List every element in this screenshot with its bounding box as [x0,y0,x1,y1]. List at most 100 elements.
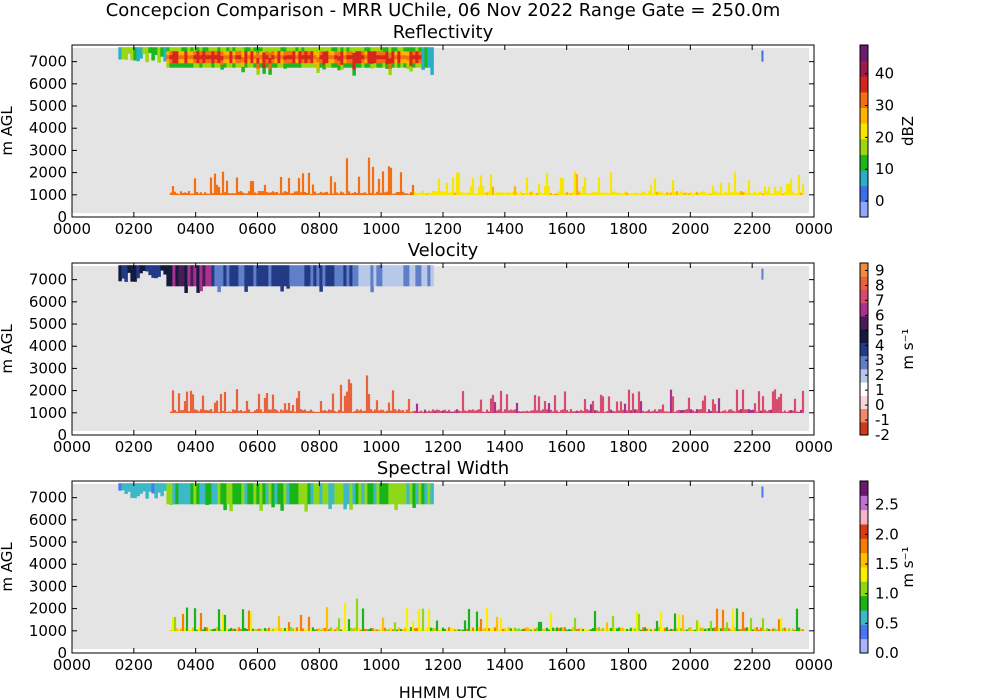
reflectivity-cell [693,192,697,196]
velocity-cell [533,395,537,414]
velocity-cell [443,409,447,414]
spectral-width-cell [299,614,303,632]
spectral-width-cell [503,628,507,632]
reflectivity-cell [373,47,377,52]
spectral-width-right-margin [809,481,814,653]
spectral-width-cell [579,627,583,632]
velocity-cell [265,265,269,287]
reflectivity-cell [244,55,248,60]
reflectivity-cell [557,191,561,196]
reflectivity-cell [211,63,215,68]
velocity-cell [421,265,425,287]
reflectivity-cell [151,47,155,51]
velocity-cell [181,409,185,414]
spectral-width-cell [723,627,727,632]
spectral-width-cell [797,627,801,632]
reflectivity-cell [185,192,189,196]
spectral-width-cell [473,629,477,632]
spectral-width-cell [208,483,212,505]
reflectivity-cell [394,55,398,60]
reflectivity-cell [226,47,230,52]
spectral-width-cell [292,483,296,505]
reflectivity-cell [289,63,293,68]
reflectivity-cell [178,59,182,64]
spectral-width-cell [795,608,799,632]
reflectivity-cell [382,59,386,64]
reflectivity-cell [169,192,173,196]
reflectivity-cell [256,68,260,75]
reflectivity-cell [313,47,317,52]
spectral-width-x-tick-label: 0000 [53,656,91,674]
spectral-width-cell [775,629,779,632]
reflectivity-cell [430,47,434,54]
reflectivity-cell [615,192,619,196]
reflectivity-cell [387,166,391,196]
spectral-width-cell [607,628,611,632]
spectral-width-cell [229,627,233,632]
spectral-width-colorbar-segment [860,552,868,568]
reflectivity-cell [409,61,413,67]
spectral-width-cell [220,483,224,505]
reflectivity-cell [385,64,389,69]
reflectivity-cell [475,193,479,196]
reflectivity-cell [202,51,206,56]
reflectivity-cell [415,47,419,52]
reflectivity-cell [343,47,347,52]
spectral-width-cell [118,483,122,491]
velocity-cell [244,265,248,292]
reflectivity-cell [241,192,245,196]
reflectivity-cell [352,52,356,59]
reflectivity-cell [529,191,533,196]
velocity-cell [231,409,235,414]
spectral-width-cell [235,483,239,505]
reflectivity-cell [130,47,134,51]
spectral-width-cell [160,483,164,497]
reflectivity-cell [298,59,302,64]
spectral-width-cell [467,608,471,632]
reflectivity-cell [239,191,243,196]
reflectivity-cell [196,63,200,68]
reflectivity-cell [235,63,239,68]
spectral-width-cell [367,629,371,632]
velocity-cell [280,265,284,292]
reflectivity-cell [235,177,239,196]
velocity-cell [345,391,349,414]
spectral-width-cell [370,483,374,505]
reflectivity-cell [217,186,221,196]
velocity-cell [435,409,439,414]
reflectivity-cell [373,59,377,64]
reflectivity-cell [193,47,197,52]
reflectivity-cell [328,55,332,60]
reflectivity-cell [181,55,185,60]
reflectivity-cell [208,59,212,64]
reflectivity-cell [601,192,605,196]
spectral-width-cell [633,628,637,632]
reflectivity-cell [430,68,434,75]
reflectivity-cell [491,186,495,196]
velocity-cell [367,394,371,414]
reflectivity-cell [663,193,667,196]
reflectivity-cell [394,47,398,52]
velocity-cell [185,391,189,414]
spectral-width-cell [779,618,783,632]
reflectivity-colorbar-segment [860,138,868,155]
reflectivity-cell [133,54,137,59]
reflectivity-cell [355,51,359,56]
velocity-cell [737,410,741,414]
reflectivity-cell [619,193,623,196]
spectral-width-cell [287,622,291,632]
spectral-width-cell [367,483,371,505]
reflectivity-cell [337,47,341,53]
reflectivity-cell [355,55,359,60]
velocity-cell [569,409,573,414]
reflectivity-cell [363,192,367,196]
velocity-plot-area [72,263,814,435]
reflectivity-cell [641,191,645,196]
velocity-cell [337,409,341,414]
velocity-cell [475,410,479,414]
reflectivity-cell [358,51,362,56]
velocity-cell [299,409,303,414]
reflectivity-cell [400,47,404,52]
reflectivity-cell [229,55,233,60]
